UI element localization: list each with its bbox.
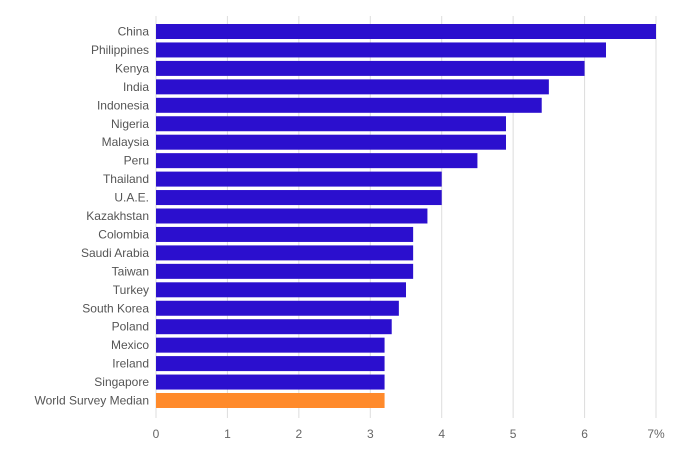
category-label: China bbox=[118, 25, 150, 39]
category-label: South Korea bbox=[82, 301, 149, 315]
x-tick-label: 6 bbox=[581, 427, 588, 441]
x-tick-label: 3 bbox=[367, 427, 374, 441]
category-label: World Survey Median bbox=[35, 394, 150, 408]
bars bbox=[156, 24, 656, 408]
category-label: India bbox=[123, 80, 149, 94]
x-tick-label: 4 bbox=[438, 427, 445, 441]
bar bbox=[156, 60, 585, 76]
bar bbox=[156, 282, 406, 298]
bar bbox=[156, 226, 414, 242]
bar bbox=[156, 97, 542, 113]
category-label: Taiwan bbox=[112, 264, 149, 278]
bar bbox=[156, 337, 385, 353]
bar bbox=[156, 79, 549, 95]
bar bbox=[156, 190, 442, 206]
x-tick-label: 7% bbox=[647, 427, 665, 441]
category-label: Kazakhstan bbox=[86, 209, 149, 223]
category-label: Turkey bbox=[113, 283, 149, 297]
bar bbox=[156, 319, 392, 335]
bar bbox=[156, 134, 506, 150]
bar bbox=[156, 171, 442, 187]
x-tick-label: 2 bbox=[296, 427, 303, 441]
category-label: Peru bbox=[124, 154, 149, 168]
category-label: Saudi Arabia bbox=[81, 246, 149, 260]
x-axis-tick-labels: 0 1 2 3 4 5 6 7% bbox=[153, 427, 665, 441]
category-label: Philippines bbox=[91, 43, 149, 57]
bar bbox=[156, 208, 428, 224]
bar bbox=[156, 263, 414, 279]
category-label: Malaysia bbox=[102, 135, 150, 149]
category-label: Colombia bbox=[98, 227, 149, 241]
x-tick-label: 1 bbox=[224, 427, 231, 441]
bar bbox=[156, 42, 606, 58]
category-label: Poland bbox=[112, 320, 149, 334]
category-label: U.A.E. bbox=[114, 191, 149, 205]
category-label: Nigeria bbox=[111, 117, 149, 131]
x-tick-label: 0 bbox=[153, 427, 160, 441]
category-label: Mexico bbox=[111, 338, 149, 352]
category-labels: China Philippines Kenya India Indonesia Niger… bbox=[35, 25, 150, 408]
bar bbox=[156, 245, 414, 261]
category-label: Thailand bbox=[103, 172, 149, 186]
bar bbox=[156, 374, 385, 390]
bar bbox=[156, 116, 506, 132]
category-label: Singapore bbox=[94, 375, 149, 389]
bar bbox=[156, 153, 478, 169]
category-label: Indonesia bbox=[97, 98, 149, 112]
bar bbox=[156, 356, 385, 372]
bar-highlight bbox=[156, 393, 385, 408]
bar bbox=[156, 24, 656, 39]
bar bbox=[156, 300, 399, 316]
x-tick-label: 5 bbox=[510, 427, 517, 441]
category-label: Ireland bbox=[112, 357, 149, 371]
category-label: Kenya bbox=[115, 61, 149, 75]
